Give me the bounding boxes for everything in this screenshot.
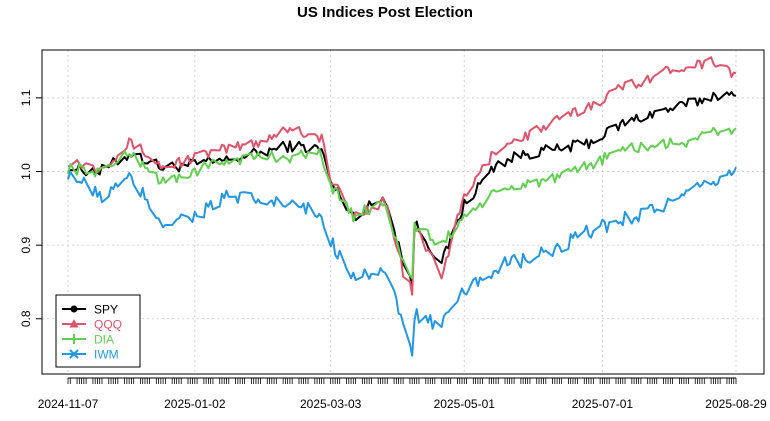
y-axis: 0.8 0.9 1.0 1.1: [19, 89, 42, 327]
legend-label: SPY: [94, 303, 118, 317]
x-tick-label: 2025-07-01: [572, 397, 634, 411]
chart-title: US Indices Post Election: [297, 4, 473, 21]
x-tick-label: 2025-05-01: [434, 397, 496, 411]
y-tick-label: 0.9: [19, 236, 33, 253]
x-tick-label: 2025-03-03: [300, 397, 362, 411]
legend-marker-x: [69, 349, 79, 359]
y-tick-label: 1.1: [19, 89, 33, 106]
series-layer: [67, 56, 737, 357]
x-axis: 2024-11-07 2025-01-02 2025-03-03 2025-05-01…: [38, 377, 767, 411]
x-tick-label: 2025-08-29: [705, 397, 767, 411]
plot-frame: [41, 49, 765, 375]
legend-label: QQQ: [94, 318, 122, 332]
x-tick-label: 2024-11-07: [38, 397, 99, 411]
series-line-spy: [67, 91, 737, 287]
legend-marker-circle: [70, 305, 78, 313]
legend-label: IWM: [94, 348, 119, 362]
series-line-iwm: [67, 166, 737, 357]
y-tick-label: 1.0: [19, 163, 33, 180]
legend-label: DIA: [94, 333, 114, 347]
y-tick-label: 0.8: [19, 310, 33, 327]
legend-marker-triangle: [69, 319, 79, 328]
series-line-qqq: [67, 56, 737, 296]
series-line-dia: [67, 126, 737, 280]
x-tick-label: 2025-01-02: [164, 397, 226, 411]
